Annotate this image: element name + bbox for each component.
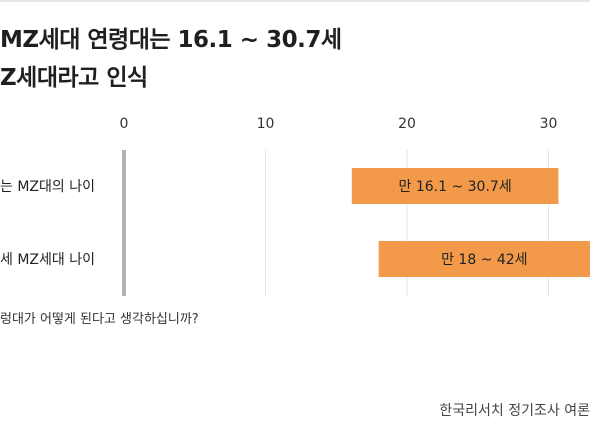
x-tick-label: 10: [257, 116, 275, 132]
bar-data-label: 만 18 ~ 42세: [441, 252, 527, 268]
source-note: 한국리서치 정기조사 여론: [439, 403, 590, 419]
bar-data-label: 만 16.1 ~ 30.7세: [399, 179, 512, 195]
x-tick-label: 0: [120, 116, 129, 132]
range-bar-chart: 0 10 20 30 는 MZ대의 나이 만 16.1 ~ 30.7세세 MZ세대 나이 만…: [0, 116, 590, 296]
top-divider: [0, 0, 590, 2]
chart-title-line1: MZ세대 연령대는 16.1 ~ 30.7세: [0, 27, 342, 53]
x-tick-label: 30: [540, 116, 558, 132]
x-tick-label: 20: [398, 116, 416, 132]
range-bar: [351, 168, 559, 204]
category-label: 는 MZ대의 나이: [0, 179, 95, 195]
category-label: 세 MZ세대 나이: [0, 252, 95, 268]
chart-title-line2: Z세대라고 인식: [0, 65, 148, 91]
survey-question: 렁대가 어떻게 된다고 생각하십니까?: [0, 312, 199, 327]
range-bar: [378, 241, 590, 277]
y-axis-line: [122, 150, 126, 296]
